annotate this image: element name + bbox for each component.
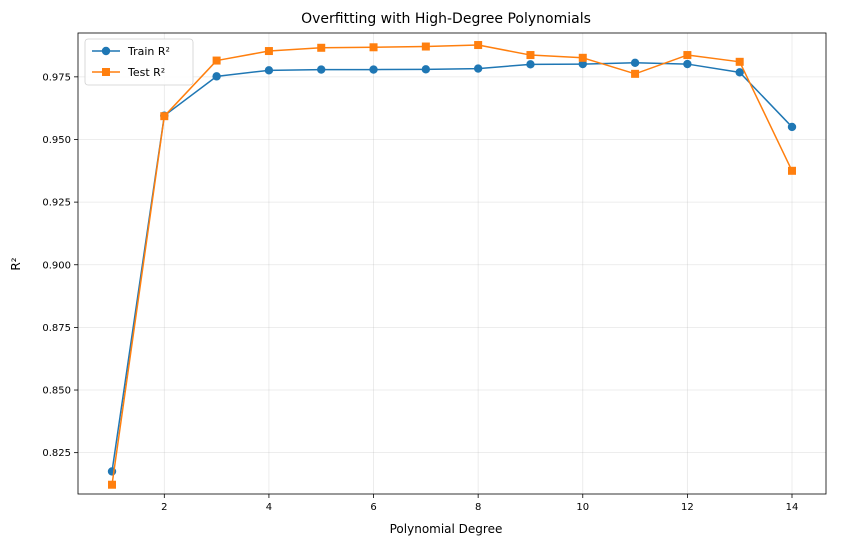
- test-point: [631, 69, 640, 78]
- x-tick-label: 10: [576, 502, 589, 513]
- legend-test-label: Test R²: [127, 66, 165, 79]
- test-point: [264, 47, 273, 56]
- train-point: [212, 72, 221, 81]
- test-point: [212, 56, 221, 65]
- axis-ticks: 2 4 6 8 10 12 14 0.825 0.850 0.875 0.900 0.925 0.950…: [42, 72, 798, 513]
- y-axis-title: R²: [9, 257, 23, 270]
- x-tick-label: 2: [161, 502, 167, 513]
- train-point: [369, 65, 378, 74]
- series-layer: [107, 41, 797, 489]
- train-point: [473, 64, 483, 73]
- test-point: [683, 51, 692, 60]
- y-tick-label: 0.975: [42, 72, 71, 83]
- test-point: [474, 41, 483, 50]
- test-series: [108, 41, 796, 489]
- y-tick-label: 0.900: [42, 260, 71, 271]
- train-point: [735, 68, 744, 77]
- y-tick-label: 0.925: [42, 198, 71, 209]
- x-tick-label: 14: [786, 502, 799, 513]
- x-tick-label: 12: [681, 502, 694, 513]
- x-tick-label: 4: [266, 502, 272, 513]
- plot-frame: [77, 32, 827, 495]
- train-point: [264, 66, 274, 75]
- x-tick-label: 8: [475, 502, 481, 513]
- test-point: [369, 43, 378, 52]
- test-point: [735, 57, 744, 66]
- test-point: [421, 42, 430, 51]
- y-tick-label: 0.950: [42, 135, 71, 146]
- test-point: [526, 51, 535, 60]
- test-point: [578, 53, 587, 62]
- train-point: [578, 59, 587, 69]
- x-axis-title: Polynomial Degree: [390, 522, 503, 536]
- y-tick-label: 0.850: [42, 386, 71, 397]
- y-tick-label: 0.875: [42, 323, 71, 334]
- test-point: [108, 480, 116, 489]
- grid-lines: [78, 33, 826, 494]
- x-tick-label: 6: [370, 502, 376, 513]
- legend-test-marker: [102, 68, 110, 76]
- train-point: [317, 65, 326, 74]
- train-line: [111, 62, 793, 472]
- chart-title: Overfitting with High-Degree Polynomials: [301, 11, 591, 27]
- train-series: [107, 58, 797, 476]
- test-line: [111, 44, 793, 485]
- test-point: [317, 43, 326, 52]
- train-point: [526, 60, 535, 69]
- test-point: [788, 166, 796, 175]
- legend: Train R² Test R²: [84, 38, 194, 86]
- train-point: [683, 59, 692, 69]
- y-tick-label: 0.825: [42, 448, 71, 459]
- legend-train-marker: [101, 46, 111, 56]
- train-point: [421, 65, 431, 74]
- train-point: [787, 122, 797, 132]
- train-point: [630, 58, 640, 68]
- legend-train-label: Train R²: [127, 45, 170, 58]
- test-point: [160, 112, 169, 121]
